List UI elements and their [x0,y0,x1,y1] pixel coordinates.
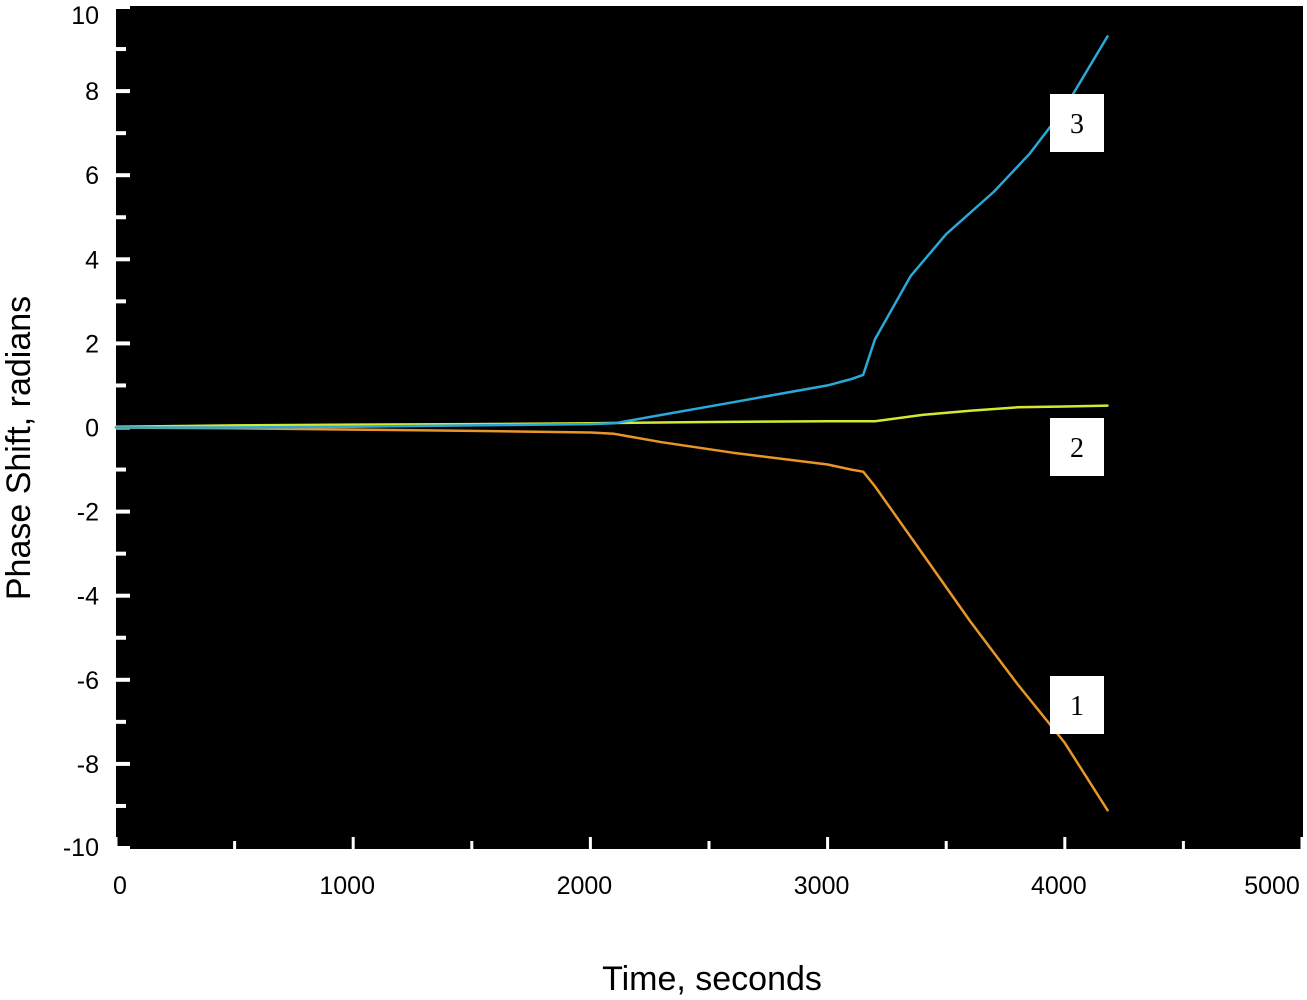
y-tick-label: 0 [85,415,99,443]
x-tick-label: 1000 [319,872,375,900]
series-line-1 [114,426,1109,812]
y-tick-label: 6 [85,162,99,190]
x-tick-label: 5000 [1244,872,1300,900]
series-line-2 [114,404,1109,428]
series-tag-label: 1 [1070,691,1084,722]
y-axis-ticks: 10 8 6 4 2 0 -2 -4 -6 -8 -10 [63,2,130,862]
series-lines [114,35,1109,812]
y-tick-label: 4 [85,246,99,274]
x-axis-ticks: 0 1000 2000 3000 4000 5000 [113,837,1304,900]
x-tick-label: 0 [113,872,127,900]
x-tick-label: 3000 [794,872,850,900]
y-tick-label: -8 [77,751,99,779]
series-tag-box [1050,418,1104,476]
series-tags: 3 2 1 [1050,94,1104,734]
series-tag-box [1050,94,1104,152]
y-axis-title: Phase Shift, radians [0,296,38,600]
y-tick-label: 10 [71,2,99,30]
y-tick-label: -2 [77,499,99,527]
y-tick-label: -10 [63,834,99,862]
series-tag-label: 2 [1070,433,1084,464]
x-tick-label: 4000 [1031,872,1087,900]
series-line-3 [114,35,1109,429]
x-axis-title: Time, seconds [602,960,822,998]
series-tag-label: 3 [1070,109,1084,140]
y-tick-label: -6 [77,667,99,695]
y-tick-label: 8 [85,78,99,106]
series-tag-box [1050,676,1104,734]
y-tick-label: -4 [77,583,99,611]
x-tick-label: 2000 [557,872,613,900]
y-tick-label: 2 [85,330,99,358]
